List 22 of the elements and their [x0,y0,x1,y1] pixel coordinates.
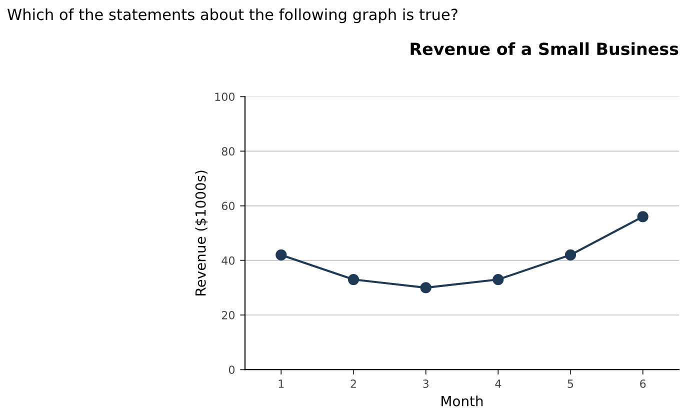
x-axis-title: Month [442,396,483,406]
chart-title: Revenue of a Small Business [410,42,678,56]
point [564,249,576,260]
x-tick-label: 2 [350,380,356,388]
y-tick-label: 80 [222,147,235,156]
x-tick-label: 3 [423,380,428,388]
x-tick-label: 6 [640,380,646,388]
y-tick-label: 100 [215,92,235,101]
y-tick-label: 0 [228,366,235,374]
y-tick-label: 60 [222,202,235,210]
y-tick-label: 20 [222,310,235,320]
point [348,274,360,286]
y-axis-title: Revenue ($1000s) [195,170,208,296]
point [276,249,287,260]
point [420,282,432,294]
y-tick-label: 40 [222,256,235,265]
x-tick-label: 5 [568,380,574,388]
point [637,211,648,222]
text: Which of the statements about the following graph is true? [8,8,458,24]
point [492,274,504,286]
x-tick-label: 1 [278,380,284,388]
x-tick-label: 4 [495,380,502,388]
